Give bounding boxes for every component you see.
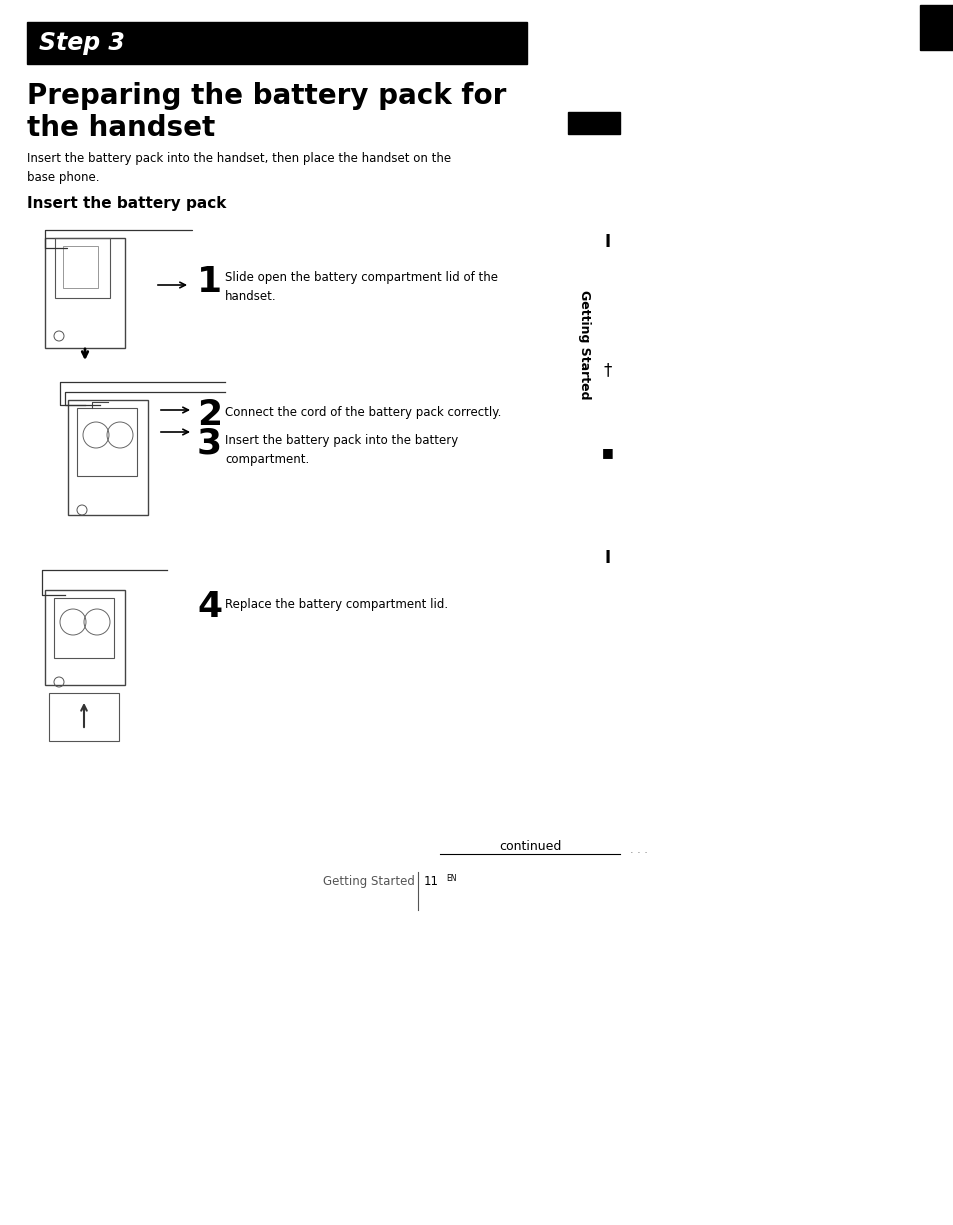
- Text: Insert the battery pack: Insert the battery pack: [27, 196, 226, 211]
- Text: ■: ■: [601, 446, 613, 459]
- Bar: [68, 401, 148, 514]
- Text: Getting Started: Getting Started: [323, 875, 415, 888]
- Text: Insert the battery pack into the handset, then place the handset on the
base pho: Insert the battery pack into the handset…: [27, 152, 451, 184]
- Text: Replace the battery compartment lid.: Replace the battery compartment lid.: [225, 598, 448, 611]
- Text: Connect the cord of the battery pack correctly.: Connect the cord of the battery pack cor…: [225, 405, 501, 419]
- Text: I: I: [604, 549, 611, 567]
- Bar: [567, 111, 619, 134]
- Text: Preparing the battery pack for: Preparing the battery pack for: [27, 82, 506, 110]
- Text: 3: 3: [196, 426, 222, 461]
- Text: Insert the battery pack into the battery
compartment.: Insert the battery pack into the battery…: [225, 434, 457, 466]
- Text: EN: EN: [446, 873, 456, 883]
- Text: 11: 11: [423, 875, 438, 888]
- Text: continued: continued: [498, 840, 560, 853]
- Bar: [77, 408, 137, 477]
- Bar: [54, 598, 113, 658]
- Bar: [919, 5, 953, 50]
- Text: 1: 1: [196, 265, 222, 299]
- Text: the handset: the handset: [27, 114, 215, 142]
- Text: Step 3: Step 3: [39, 31, 125, 55]
- Bar: [49, 693, 119, 741]
- Text: 2: 2: [196, 398, 222, 432]
- Bar: [63, 246, 98, 288]
- Text: Slide open the battery compartment lid of the
handset.: Slide open the battery compartment lid o…: [225, 271, 497, 303]
- Text: 4: 4: [196, 590, 222, 624]
- Text: †: †: [603, 361, 612, 379]
- Bar: [27, 22, 526, 64]
- Bar: [45, 590, 125, 685]
- Text: I: I: [604, 233, 611, 251]
- Bar: [55, 238, 110, 298]
- Bar: [45, 238, 125, 348]
- Text: . . .: . . .: [629, 845, 647, 855]
- Text: Getting Started: Getting Started: [578, 290, 591, 399]
